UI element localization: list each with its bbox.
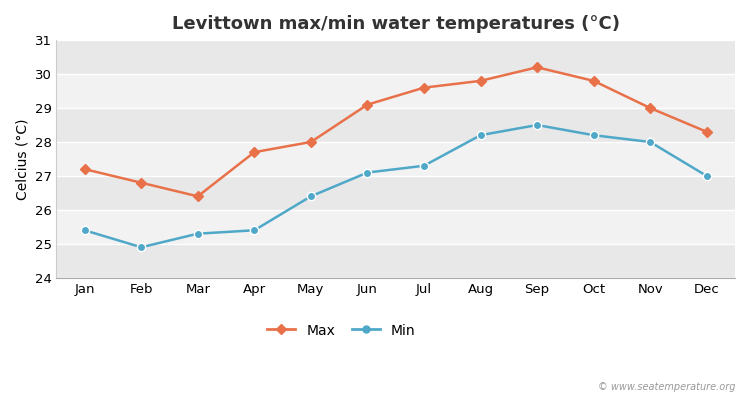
Min — [702, 174, 711, 178]
Min — [419, 163, 428, 168]
Text: © www.seatemperature.org: © www.seatemperature.org — [598, 382, 735, 392]
Max — [250, 150, 259, 154]
Min — [250, 228, 259, 233]
Bar — [56, 210, 735, 244]
Bar — [56, 176, 735, 210]
Max — [136, 180, 146, 185]
Min — [80, 228, 89, 233]
Line: Max: Max — [81, 64, 710, 200]
Y-axis label: Celcius (°C): Celcius (°C) — [15, 118, 29, 200]
Max — [419, 85, 428, 90]
Bar — [56, 244, 735, 278]
Max — [363, 102, 372, 107]
Max — [476, 78, 485, 83]
Min — [646, 140, 655, 144]
Min — [476, 133, 485, 138]
Max — [307, 140, 316, 144]
Max — [702, 130, 711, 134]
Max — [194, 194, 202, 199]
Line: Min: Min — [80, 121, 711, 252]
Min — [307, 194, 316, 199]
Max — [590, 78, 598, 83]
Legend: Max, Min: Max, Min — [262, 318, 421, 343]
Min — [532, 123, 542, 128]
Min — [194, 231, 202, 236]
Bar — [56, 74, 735, 108]
Min — [363, 170, 372, 175]
Max — [80, 167, 89, 172]
Bar — [56, 142, 735, 176]
Bar — [56, 108, 735, 142]
Bar — [56, 40, 735, 74]
Title: Levittown max/min water temperatures (°C): Levittown max/min water temperatures (°C… — [172, 15, 620, 33]
Min — [590, 133, 598, 138]
Max — [646, 106, 655, 110]
Max — [532, 65, 542, 70]
Min — [136, 245, 146, 250]
